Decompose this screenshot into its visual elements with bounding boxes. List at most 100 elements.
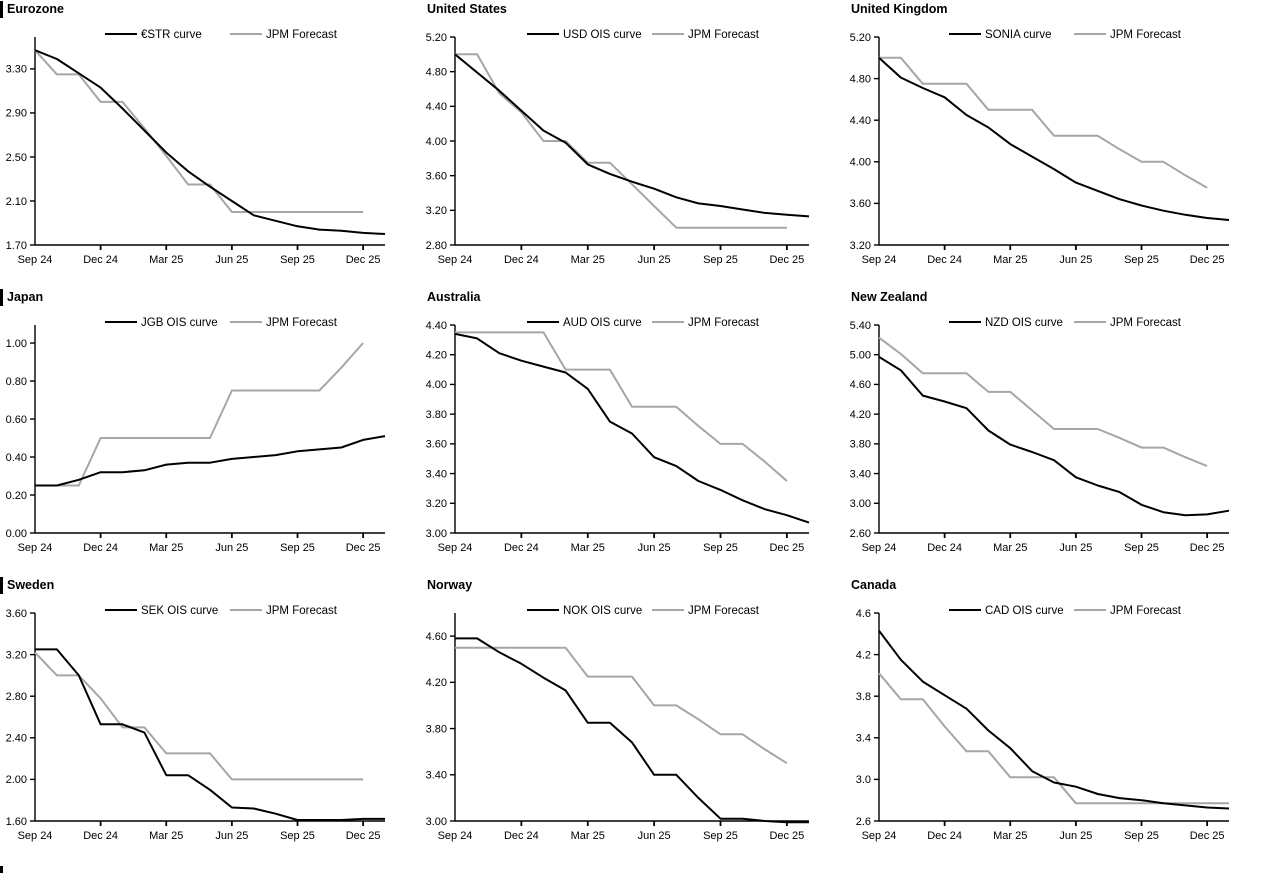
chart-title-row: Canada — [844, 576, 1264, 596]
y-tick-label: 4.2 — [856, 649, 871, 661]
y-tick-label: 3.00 — [426, 528, 447, 540]
ois-curve-line — [35, 648, 385, 821]
x-tick-label: Sep 24 — [18, 254, 53, 266]
y-tick-label: 2.40 — [6, 733, 27, 745]
legend: AUD OIS curve JPM Forecast — [527, 317, 760, 329]
legend: SONIA curve JPM Forecast — [949, 29, 1182, 41]
x-tick-label: Mar 25 — [571, 830, 605, 842]
y-tick-label: 3.8 — [856, 691, 871, 703]
y-tick-label: 2.10 — [6, 196, 27, 208]
y-tick-label: 1.70 — [6, 240, 27, 252]
y-tick-label: 3.30 — [6, 64, 27, 76]
chart-title-row: Eurozone — [0, 0, 420, 20]
x-tick-label: Sep 25 — [280, 254, 315, 266]
x-tick-label: Jun 25 — [215, 542, 248, 554]
forecast-line — [879, 56, 1208, 189]
chart-cell-australia: Australia 4.40 4.20 4.00 3.80 3.60 3.40 3.20 3.0… — [420, 288, 844, 576]
x-tick-label: Dec 24 — [927, 542, 962, 554]
chart-plot-japan: 1.00 0.80 0.60 0.40 0.20 0.00 Sep 24 Dec 24 Mar … — [6, 317, 386, 554]
x-axis: Sep 24 Dec 24 Mar 25 Jun 25 Sep 25 Dec 25 — [862, 245, 1225, 266]
chart-title-row: Australia — [420, 288, 844, 308]
x-tick-label: Sep 24 — [438, 254, 473, 266]
y-tick-label: 4.40 — [426, 101, 447, 113]
ois-curve-line — [454, 332, 810, 524]
y-tick-label: 4.80 — [850, 73, 871, 85]
chart-title: New Zealand — [851, 290, 928, 304]
legend: CAD OIS curve JPM Forecast — [949, 605, 1182, 617]
y-tick-label: 4.00 — [850, 157, 871, 169]
y-tick-label: 2.6 — [856, 816, 871, 828]
chart-plot-australia: 4.40 4.20 4.00 3.80 3.60 3.40 3.20 3.00 Sep 24 De… — [426, 317, 810, 554]
x-axis: Sep 24 Dec 24 Mar 25 Jun 25 Sep 25 Dec 25 — [18, 245, 381, 266]
chart-title-row: United Kingdom — [844, 0, 1264, 20]
forecast-line — [455, 646, 788, 765]
chart-title-row: United States — [420, 0, 844, 20]
forecast-line — [878, 336, 1208, 468]
legend-forecast-label: JPM Forecast — [1110, 605, 1182, 617]
legend-market-label: SEK OIS curve — [141, 605, 218, 617]
y-tick-label: 1.00 — [6, 338, 27, 350]
legend-market-label: NZD OIS curve — [985, 317, 1063, 329]
legend-forecast-label: JPM Forecast — [1110, 29, 1182, 41]
x-axis: Sep 24 Dec 24 Mar 25 Jun 25 Sep 25 Dec 25 — [438, 821, 804, 842]
y-tick-label: 2.60 — [850, 528, 871, 540]
legend-forecast-label: JPM Forecast — [688, 317, 760, 329]
y-tick-label: 3.60 — [426, 439, 447, 451]
chart-cell-canada: Canada 4.6 4.2 3.8 3.4 3.0 2.6 Sep 24 Dec 24 Mar … — [844, 576, 1264, 873]
x-tick-label: Dec 25 — [769, 254, 804, 266]
y-tick-label: 3.80 — [850, 439, 871, 451]
y-tick-label: 3.80 — [426, 409, 447, 421]
chart-title-row: New Zealand — [844, 288, 1264, 308]
ois-curve-line — [878, 356, 1230, 517]
x-tick-label: Jun 25 — [638, 254, 671, 266]
y-tick-label: 2.00 — [6, 774, 27, 786]
y-tick-label: 5.20 — [426, 32, 447, 44]
x-tick-label: Mar 25 — [149, 254, 183, 266]
x-tick-label: Sep 25 — [280, 542, 315, 554]
ois-curve-line — [878, 57, 1230, 221]
chart-title: United Kingdom — [851, 2, 948, 16]
y-axis: 1.00 0.80 0.60 0.40 0.20 0.00 — [6, 338, 35, 540]
legend-forecast-label: JPM Forecast — [266, 29, 338, 41]
ois-curve-line — [455, 637, 809, 824]
x-tick-label: Sep 25 — [703, 254, 738, 266]
y-tick-label: 3.20 — [850, 240, 871, 252]
x-tick-label: Dec 25 — [346, 542, 381, 554]
legend-market-label: JGB OIS curve — [141, 317, 218, 329]
section-bar — [0, 577, 3, 594]
ois-curve-line — [34, 49, 386, 235]
forecast-line — [34, 49, 364, 213]
y-tick-label: 3.00 — [426, 816, 447, 828]
legend: SEK OIS curve JPM Forecast — [105, 605, 338, 617]
chart-title-row: Norway — [420, 576, 844, 596]
x-tick-label: Sep 25 — [703, 830, 738, 842]
x-axis: Sep 24 Dec 24 Mar 25 Jun 25 Sep 25 Dec 25 — [862, 821, 1225, 842]
y-tick-label: 4.6 — [856, 608, 871, 620]
x-tick-label: Jun 25 — [638, 830, 671, 842]
forecast-line — [455, 331, 788, 482]
x-tick-label: Dec 24 — [83, 254, 118, 266]
x-axis: Sep 24 Dec 24 Mar 25 Jun 25 Sep 25 Dec 25 — [18, 821, 381, 842]
y-tick-label: 4.80 — [426, 66, 447, 78]
chart-cell-sweden: Sweden 3.60 3.20 2.80 2.40 2.00 1.60 Sep 24 Dec … — [0, 576, 420, 873]
x-tick-label: Sep 25 — [1124, 542, 1159, 554]
x-tick-label: Jun 25 — [215, 830, 248, 842]
y-tick-label: 0.60 — [6, 414, 27, 426]
y-axis: 4.6 4.2 3.8 3.4 3.0 2.6 — [856, 608, 879, 828]
chart-plot-eurozone: 3.30 2.90 2.50 2.10 1.70 Sep 24 Dec 24 Mar 25 Ju… — [6, 29, 386, 266]
x-tick-label: Mar 25 — [993, 830, 1027, 842]
legend-forecast-label: JPM Forecast — [688, 29, 760, 41]
y-tick-label: 4.60 — [850, 379, 871, 391]
y-tick-label: 4.00 — [426, 379, 447, 391]
x-tick-label: Sep 25 — [1124, 830, 1159, 842]
x-tick-label: Dec 24 — [927, 254, 962, 266]
x-tick-label: Dec 25 — [346, 830, 381, 842]
y-tick-label: 2.80 — [426, 240, 447, 252]
y-tick-label: 3.80 — [426, 723, 447, 735]
x-tick-label: Mar 25 — [149, 542, 183, 554]
chart-title: Australia — [427, 290, 481, 304]
x-tick-label: Sep 25 — [1124, 254, 1159, 266]
y-tick-label: 5.20 — [850, 32, 871, 44]
